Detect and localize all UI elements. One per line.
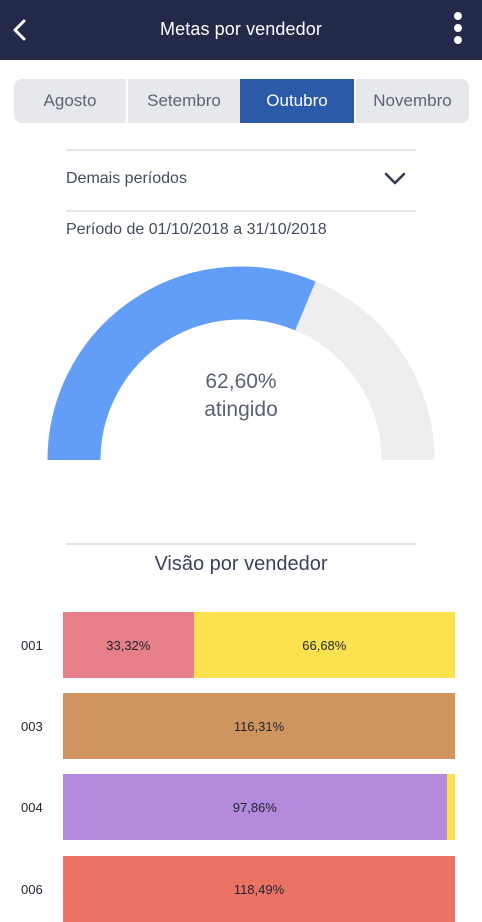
vendor-row: 004 97,86% xyxy=(0,774,482,840)
gauge-caption: atingido xyxy=(204,398,278,421)
divider xyxy=(66,543,416,545)
month-tabs: Agosto Setembro Outubro Novembro xyxy=(14,79,469,123)
vendor-code: 001 xyxy=(21,638,43,653)
vendor-bar-segment: 33,32% xyxy=(63,612,194,678)
vendor-bar-segment: 118,49% xyxy=(63,856,455,922)
vendor-bar-segment: 66,68% xyxy=(193,612,455,678)
vendor-bar-segment xyxy=(446,774,455,840)
vendor-code: 006 xyxy=(21,882,43,897)
app-bar: Metas por vendedor xyxy=(0,0,482,60)
divider xyxy=(66,149,416,151)
page-title: Metas por vendedor xyxy=(160,19,322,39)
vendor-code: 003 xyxy=(21,719,43,734)
vendor-progress-bar[interactable]: 118,49% xyxy=(63,856,455,922)
gauge-label: 62,60% atingido xyxy=(141,368,341,424)
other-periods-label: Demais períodos xyxy=(66,170,187,187)
vendor-progress-bar[interactable]: 97,86% xyxy=(63,774,455,840)
vendor-bar-segment: 97,86% xyxy=(63,774,447,840)
tab-agosto[interactable]: Agosto xyxy=(43,91,97,110)
vendor-progress-bar[interactable]: 116,31% xyxy=(63,693,455,759)
period-range-text: Período de 01/10/2018 a 31/10/2018 xyxy=(66,221,327,238)
other-periods-dropdown[interactable]: Demais períodos xyxy=(66,151,416,209)
tab-outubro[interactable]: Outubro xyxy=(240,79,354,123)
vendor-progress-bar[interactable]: 33,32% 66,68% xyxy=(63,612,455,678)
vendor-row: 003 116,31% xyxy=(0,693,482,759)
vendor-row: 001 33,32% 66,68% xyxy=(0,612,482,678)
more-vertical-icon[interactable] xyxy=(447,12,469,48)
vendor-section-title: Visão por vendedor xyxy=(154,553,328,575)
gauge-fill xyxy=(47,266,316,461)
chevron-down-icon xyxy=(384,171,406,187)
gauge-percentage: 62,60% xyxy=(205,370,277,393)
vendor-bar-segment: 116,31% xyxy=(63,693,455,759)
back-icon[interactable] xyxy=(6,15,36,45)
tab-setembro[interactable]: Setembro xyxy=(126,79,240,123)
achievement-gauge xyxy=(47,266,435,461)
vendor-code: 004 xyxy=(21,800,43,815)
vendor-row: 006 118,49% xyxy=(0,856,482,922)
tab-novembro[interactable]: Novembro xyxy=(354,79,469,123)
divider xyxy=(66,210,416,212)
